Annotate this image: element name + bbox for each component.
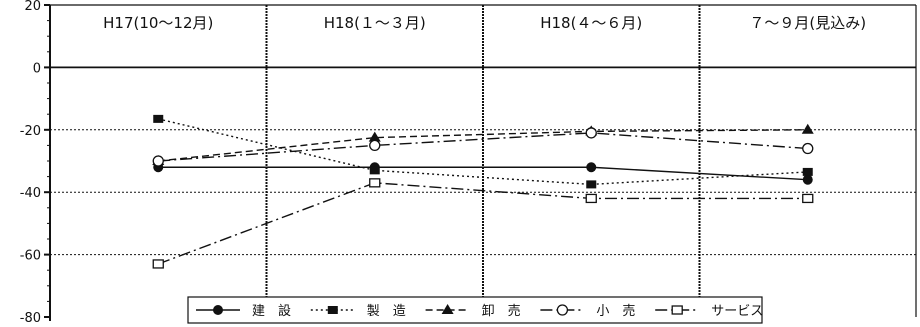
y-tick-label: -40 (20, 186, 41, 201)
series-line (158, 182, 808, 265)
data-point (152, 155, 164, 167)
legend-label: 製 造 (367, 304, 406, 319)
data-point (369, 166, 380, 175)
y-tick-label: -60 (20, 249, 41, 264)
data-point (802, 193, 814, 204)
series-line (158, 166, 808, 181)
series-line (158, 118, 808, 186)
y-tick-label: -80 (20, 311, 41, 326)
data-point (802, 174, 813, 185)
data-point (369, 178, 381, 188)
legend: 建 設 製 造 卸 売 小 売 サービス (187, 296, 763, 324)
legend-marker (441, 304, 454, 314)
period-label: H18(１～３月) (324, 14, 426, 32)
y-axis (44, 4, 51, 321)
series-line (158, 129, 808, 162)
y-tick-label: -20 (20, 124, 41, 139)
y-tick-labels: 20 0 -20 -40 -60 -80 (20, 0, 41, 326)
legend-label: 卸 売 (482, 303, 521, 319)
data-point (802, 142, 814, 155)
data-point (368, 131, 381, 142)
y-tick-label: 20 (24, 0, 41, 14)
data-point (801, 123, 814, 134)
data-point (586, 180, 597, 189)
data-point (802, 167, 813, 176)
legend-label: 建 設 (252, 303, 291, 319)
data-point (585, 127, 597, 139)
legend-marker (327, 306, 338, 314)
period-label: H17(10～12月) (103, 14, 213, 32)
series (152, 114, 814, 269)
legend-marker (556, 304, 569, 316)
data-point (153, 114, 164, 123)
data-point (585, 193, 597, 204)
y-tick-label: 0 (33, 61, 41, 76)
series-group (153, 162, 813, 185)
data-point (369, 139, 381, 152)
period-label: H18(４～６月) (540, 14, 642, 32)
period-labels: H17(10～12月) H18(１～３月) H18(４～６月) ７～９月(見込み… (103, 14, 866, 32)
legend-marker (213, 305, 223, 315)
series-line (158, 132, 808, 162)
data-point (152, 259, 164, 269)
legend-label: サービス (711, 304, 763, 319)
grid (50, 4, 917, 317)
series-group (152, 127, 814, 167)
legend-label: 小 売 (596, 303, 635, 319)
series-group (153, 114, 813, 189)
data-point (586, 162, 597, 173)
series-group (152, 178, 814, 269)
legend-marker (671, 305, 683, 315)
period-label: ７～９月(見込み) (749, 14, 866, 32)
